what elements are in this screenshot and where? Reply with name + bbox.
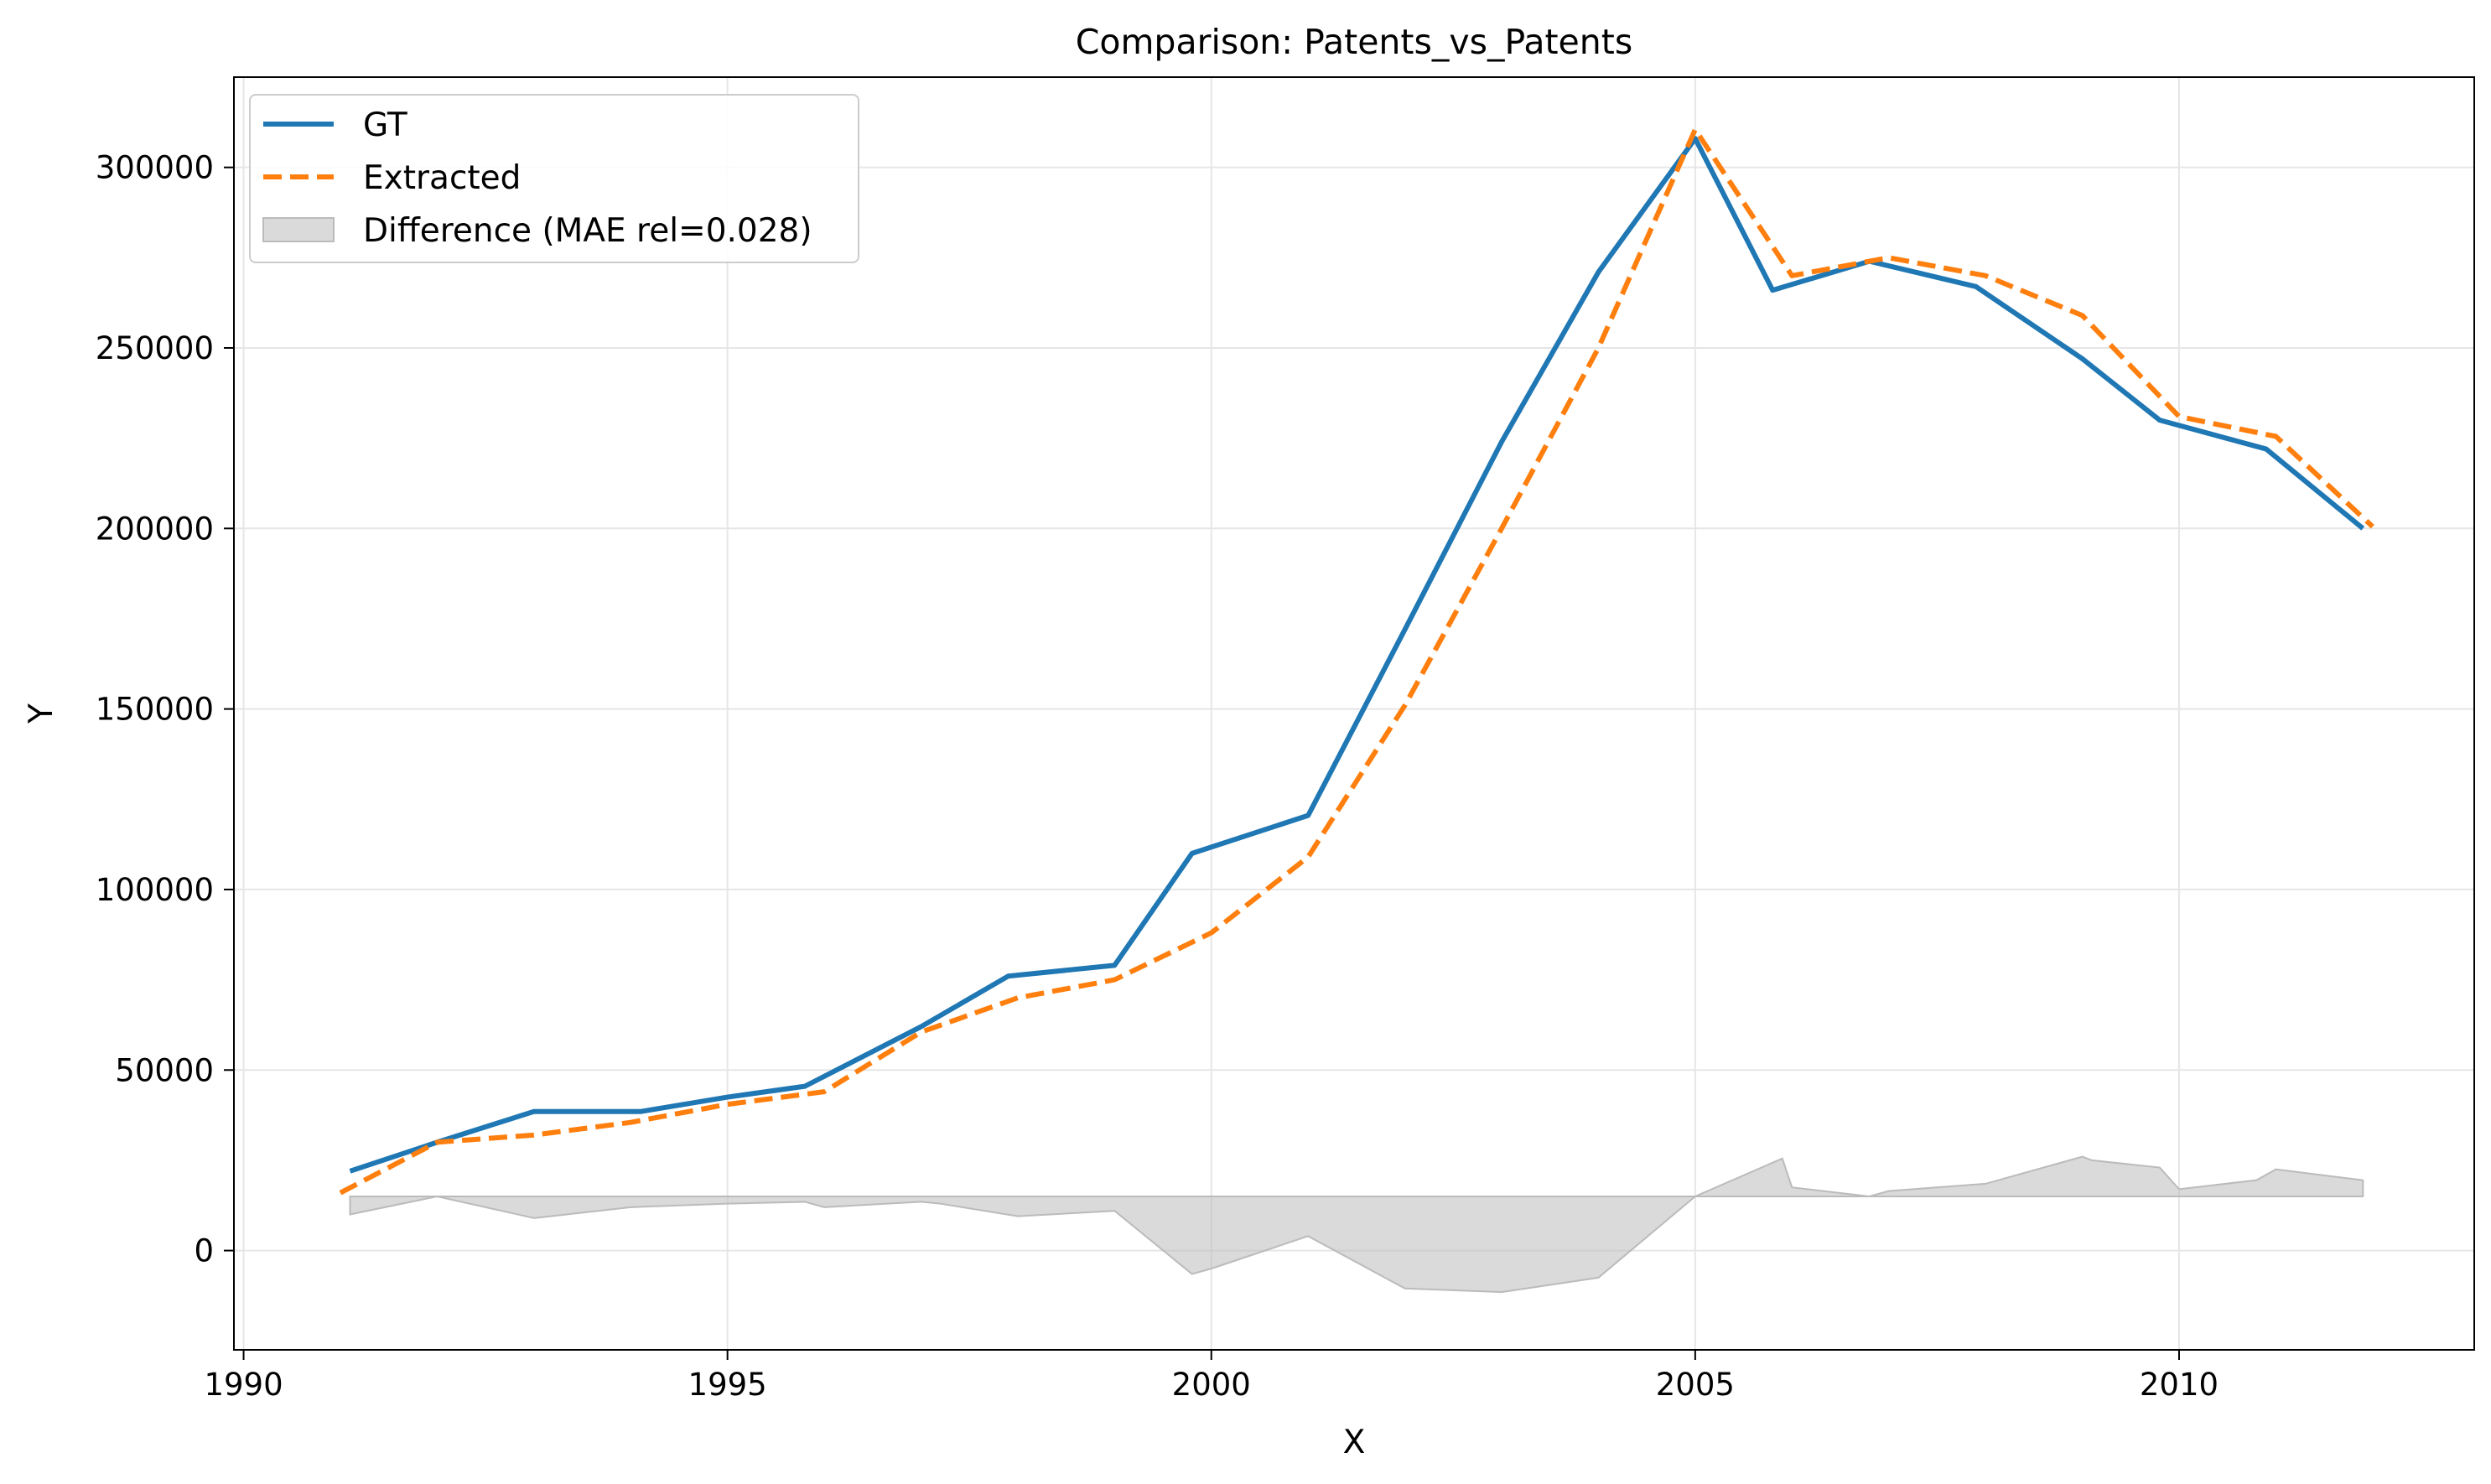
y-tick-label: 300000 [96, 150, 214, 186]
x-axis-label: X [1343, 1424, 1366, 1461]
x-tick-label: 1995 [688, 1367, 767, 1403]
series-lines [340, 129, 2373, 1192]
x-tick-label: 1990 [204, 1367, 283, 1403]
x-tick-label: 2000 [1172, 1367, 1251, 1403]
y-axis-label: Y [23, 703, 60, 724]
grid-lines [234, 77, 2474, 1350]
series-line-gt [350, 138, 2364, 1171]
plot-frame [234, 77, 2474, 1350]
y-tick-label: 200000 [96, 511, 214, 547]
chart-title: Comparison: Patents_vs_Patents [1076, 22, 1632, 62]
legend-label-extracted: Extracted [363, 159, 521, 197]
x-tick-label: 2010 [2140, 1367, 2219, 1403]
y-tick-label: 50000 [115, 1052, 214, 1088]
difference-area [350, 1157, 2364, 1292]
x-axis-ticks: 1990 1995 2000 2005 2010 [204, 1350, 2219, 1403]
y-tick-label: 150000 [96, 692, 214, 728]
legend-label-difference: Difference (MAE rel=0.028) [363, 212, 812, 250]
y-tick-label: 250000 [96, 330, 214, 366]
difference-area-fill [350, 1157, 2364, 1292]
x-tick-label: 2005 [1656, 1367, 1735, 1403]
series-line-extracted [340, 129, 2373, 1192]
y-tick-label: 100000 [96, 872, 214, 908]
y-axis-ticks: 0 50000 100000 150000 200000 250000 300000 [96, 150, 234, 1269]
legend: GT Extracted Difference (MAE rel=0.028) [250, 95, 859, 262]
y-tick-label: 0 [194, 1233, 214, 1269]
legend-marker-difference [263, 218, 334, 241]
legend-label-gt: GT [363, 106, 407, 144]
